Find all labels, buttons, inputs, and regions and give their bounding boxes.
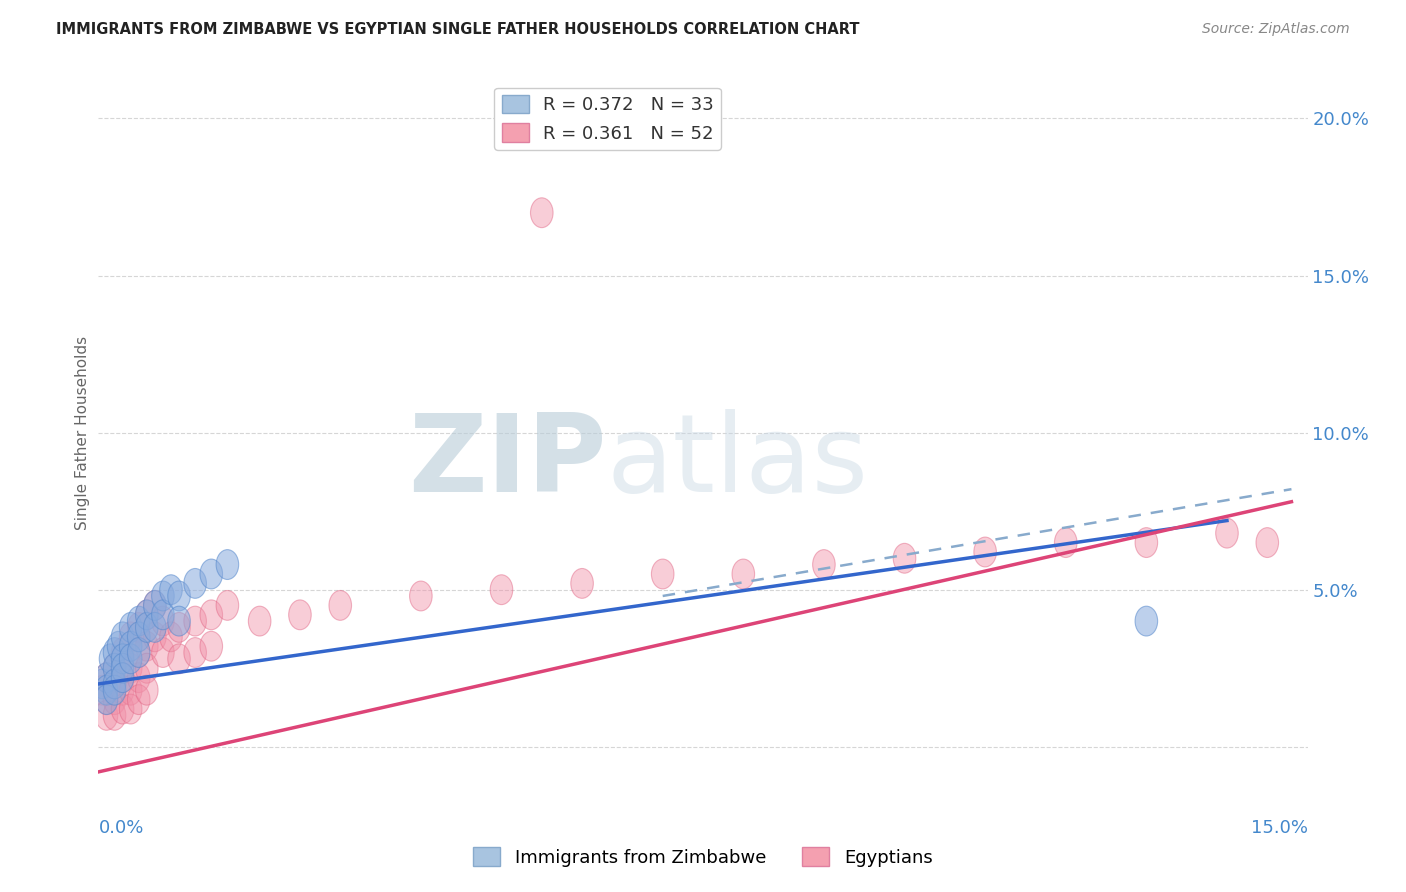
Ellipse shape bbox=[143, 591, 166, 620]
Ellipse shape bbox=[96, 685, 118, 714]
Ellipse shape bbox=[103, 685, 125, 714]
Ellipse shape bbox=[120, 694, 142, 724]
Ellipse shape bbox=[184, 568, 207, 599]
Ellipse shape bbox=[111, 638, 134, 667]
Ellipse shape bbox=[733, 559, 755, 589]
Text: IMMIGRANTS FROM ZIMBABWE VS EGYPTIAN SINGLE FATHER HOUSEHOLDS CORRELATION CHART: IMMIGRANTS FROM ZIMBABWE VS EGYPTIAN SIN… bbox=[56, 22, 859, 37]
Ellipse shape bbox=[160, 574, 183, 605]
Ellipse shape bbox=[111, 675, 134, 706]
Ellipse shape bbox=[893, 543, 915, 574]
Text: 15.0%: 15.0% bbox=[1250, 819, 1308, 837]
Ellipse shape bbox=[530, 198, 553, 227]
Ellipse shape bbox=[120, 675, 142, 706]
Text: atlas: atlas bbox=[606, 409, 869, 515]
Ellipse shape bbox=[135, 632, 157, 661]
Ellipse shape bbox=[152, 600, 174, 630]
Ellipse shape bbox=[152, 638, 174, 667]
Legend: R = 0.372   N = 33, R = 0.361   N = 52: R = 0.372 N = 33, R = 0.361 N = 52 bbox=[495, 87, 721, 150]
Ellipse shape bbox=[103, 669, 125, 698]
Ellipse shape bbox=[813, 549, 835, 580]
Ellipse shape bbox=[103, 700, 125, 731]
Ellipse shape bbox=[571, 568, 593, 599]
Ellipse shape bbox=[1054, 528, 1077, 558]
Ellipse shape bbox=[107, 632, 129, 661]
Ellipse shape bbox=[120, 622, 142, 652]
Ellipse shape bbox=[184, 607, 207, 636]
Ellipse shape bbox=[103, 653, 125, 683]
Ellipse shape bbox=[651, 559, 673, 589]
Text: 0.0%: 0.0% bbox=[98, 819, 143, 837]
Ellipse shape bbox=[200, 632, 222, 661]
Ellipse shape bbox=[491, 574, 513, 605]
Ellipse shape bbox=[167, 644, 190, 673]
Ellipse shape bbox=[217, 549, 239, 580]
Ellipse shape bbox=[167, 613, 190, 642]
Ellipse shape bbox=[1256, 528, 1278, 558]
Ellipse shape bbox=[974, 537, 997, 567]
Ellipse shape bbox=[96, 685, 118, 714]
Ellipse shape bbox=[409, 581, 432, 611]
Ellipse shape bbox=[103, 675, 125, 706]
Ellipse shape bbox=[111, 663, 134, 692]
Ellipse shape bbox=[143, 591, 166, 620]
Ellipse shape bbox=[152, 581, 174, 611]
Ellipse shape bbox=[103, 669, 125, 698]
Ellipse shape bbox=[96, 663, 118, 692]
Ellipse shape bbox=[1135, 607, 1157, 636]
Ellipse shape bbox=[100, 644, 122, 673]
Ellipse shape bbox=[103, 638, 125, 667]
Ellipse shape bbox=[128, 607, 150, 636]
Ellipse shape bbox=[184, 638, 207, 667]
Ellipse shape bbox=[96, 675, 118, 706]
Ellipse shape bbox=[143, 613, 166, 642]
Ellipse shape bbox=[217, 591, 239, 620]
Ellipse shape bbox=[128, 638, 150, 667]
Text: ZIP: ZIP bbox=[408, 409, 606, 515]
Ellipse shape bbox=[128, 685, 150, 714]
Ellipse shape bbox=[111, 644, 134, 673]
Text: Source: ZipAtlas.com: Source: ZipAtlas.com bbox=[1202, 22, 1350, 37]
Ellipse shape bbox=[96, 700, 118, 731]
Ellipse shape bbox=[135, 653, 157, 683]
Ellipse shape bbox=[128, 622, 150, 652]
Ellipse shape bbox=[111, 694, 134, 724]
Ellipse shape bbox=[152, 607, 174, 636]
Ellipse shape bbox=[111, 663, 134, 692]
Ellipse shape bbox=[200, 600, 222, 630]
Ellipse shape bbox=[111, 653, 134, 683]
Ellipse shape bbox=[288, 600, 311, 630]
Ellipse shape bbox=[167, 607, 190, 636]
Ellipse shape bbox=[135, 675, 157, 706]
Ellipse shape bbox=[200, 559, 222, 589]
Legend: Immigrants from Zimbabwe, Egyptians: Immigrants from Zimbabwe, Egyptians bbox=[467, 840, 939, 874]
Ellipse shape bbox=[249, 607, 271, 636]
Ellipse shape bbox=[120, 653, 142, 683]
Ellipse shape bbox=[91, 669, 114, 698]
Ellipse shape bbox=[128, 638, 150, 667]
Ellipse shape bbox=[128, 613, 150, 642]
Ellipse shape bbox=[329, 591, 352, 620]
Ellipse shape bbox=[135, 600, 157, 630]
Ellipse shape bbox=[135, 613, 157, 642]
Ellipse shape bbox=[111, 622, 134, 652]
Ellipse shape bbox=[103, 653, 125, 683]
Ellipse shape bbox=[128, 663, 150, 692]
Ellipse shape bbox=[91, 675, 114, 706]
Ellipse shape bbox=[1135, 528, 1157, 558]
Ellipse shape bbox=[167, 581, 190, 611]
Ellipse shape bbox=[1216, 518, 1239, 548]
Ellipse shape bbox=[135, 600, 157, 630]
Ellipse shape bbox=[120, 613, 142, 642]
Y-axis label: Single Father Households: Single Father Households bbox=[75, 335, 90, 530]
Ellipse shape bbox=[96, 663, 118, 692]
Ellipse shape bbox=[120, 632, 142, 661]
Ellipse shape bbox=[160, 622, 183, 652]
Ellipse shape bbox=[143, 622, 166, 652]
Ellipse shape bbox=[120, 644, 142, 673]
